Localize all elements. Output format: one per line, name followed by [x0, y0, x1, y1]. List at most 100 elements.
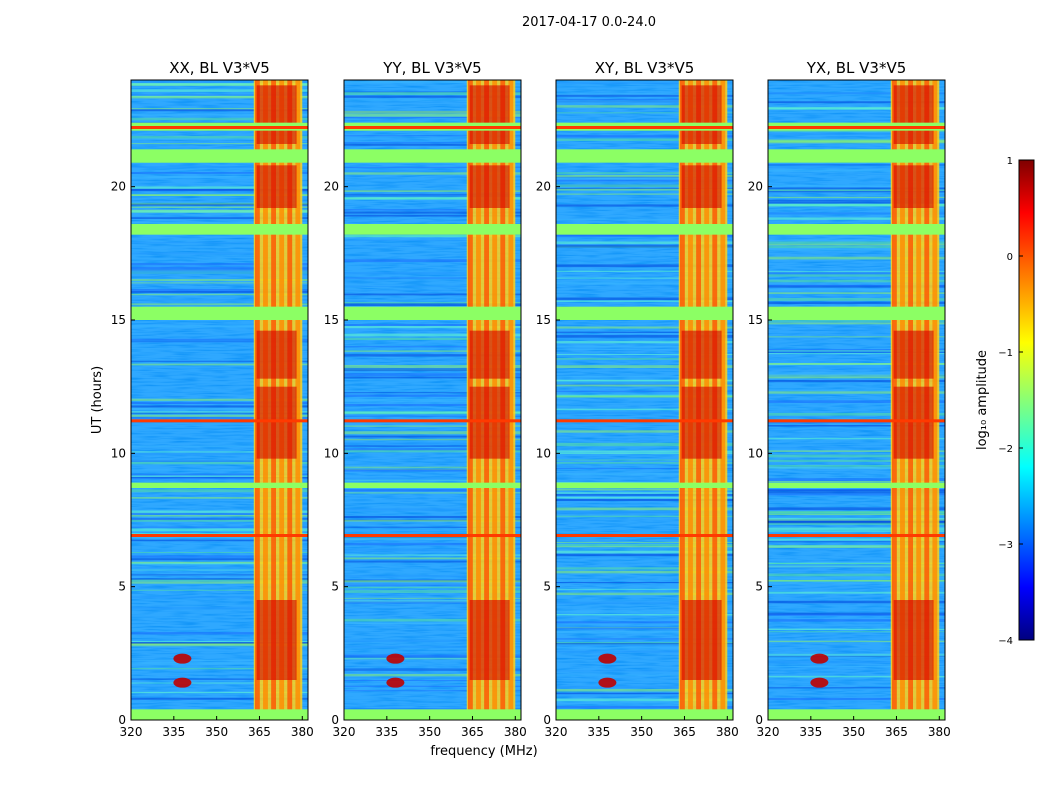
- heatmap-row: [344, 677, 521, 679]
- heatmap-row: [131, 117, 308, 121]
- x-tick-label: 380: [716, 725, 739, 739]
- heatmap-row: [768, 591, 945, 594]
- y-tick-label: 10: [748, 446, 763, 460]
- heatmap-row: [556, 100, 733, 103]
- heatmap-row: [344, 415, 521, 417]
- y-tick-label: 5: [755, 580, 763, 594]
- heatmap-row: [768, 106, 945, 109]
- heatmap-row: [556, 556, 733, 558]
- y-tick-label: 10: [536, 446, 551, 460]
- heatmap-row: [344, 271, 521, 275]
- heatmap-row: [768, 416, 945, 418]
- y-tick-label: 5: [118, 580, 126, 594]
- heatmap-row: [131, 221, 308, 224]
- heatmap-row: [131, 581, 308, 584]
- heatmap-row: [556, 204, 733, 207]
- heatmap-row: [768, 640, 945, 643]
- heatmap-row: [768, 390, 945, 392]
- x-tick-label: 380: [504, 725, 527, 739]
- heatmap-row: [344, 685, 521, 687]
- heatmap-row: [344, 368, 521, 372]
- heatmap-row: [556, 570, 733, 574]
- heatmap-row: [344, 411, 521, 414]
- x-tick-label: 350: [630, 725, 653, 739]
- rfi-hot-block: [893, 600, 934, 680]
- colorbar-tick-label: 0: [1007, 252, 1013, 263]
- heatmap-row: [131, 268, 308, 272]
- heatmap-row: [556, 553, 733, 557]
- heatmap-row: [556, 105, 733, 108]
- heatmap-row: [131, 667, 308, 670]
- heatmap-row: [344, 209, 521, 211]
- heatmap-row: [556, 270, 733, 272]
- heatmap-row: [768, 517, 945, 520]
- heatmap-row: [344, 325, 521, 329]
- heatmap-row: [768, 519, 945, 521]
- heatmap-row: [344, 492, 521, 494]
- heatmap-row: [768, 454, 945, 458]
- heatmap-row: [344, 679, 521, 681]
- heatmap-row: [768, 459, 945, 462]
- heatmap-row: [556, 244, 733, 248]
- heatmap-row: [556, 468, 733, 470]
- rfi-hot-block: [469, 600, 510, 680]
- heatmap-row: [556, 337, 733, 340]
- heatmap-row: [556, 331, 733, 333]
- heatmap-row: [556, 81, 733, 85]
- heatmap-row: [556, 601, 733, 605]
- heatmap-row: [556, 452, 733, 455]
- heatmap-row: [344, 214, 521, 217]
- heatmap-row: [131, 697, 308, 700]
- heatmap-row: [556, 98, 733, 101]
- bright-row: [556, 419, 733, 423]
- heatmap-row: [131, 281, 308, 283]
- bright-row: [131, 419, 308, 423]
- heatmap-row: [768, 493, 945, 496]
- heatmap-row: [344, 95, 521, 98]
- heatmap-row: [556, 642, 733, 645]
- heatmap-row: [131, 407, 308, 411]
- heatmap-row: [344, 302, 521, 304]
- heatmap-row: [344, 581, 521, 585]
- heatmap-row: [556, 544, 733, 547]
- heatmap-row: [768, 130, 945, 133]
- heatmap-row: [344, 488, 521, 492]
- rfi-column: [720, 80, 726, 720]
- heatmap-row: [131, 360, 308, 362]
- heatmap-row: [344, 657, 521, 659]
- heatmap-row: [131, 188, 308, 192]
- heatmap-row: [344, 690, 521, 692]
- colorbar: −4 −3 −2 −1 0 1 log₁₀ amplitude: [975, 156, 1035, 647]
- y-tick-label: 0: [118, 713, 126, 727]
- heatmap-row: [131, 477, 308, 480]
- heatmap-row: [131, 528, 308, 532]
- heatmap-row: [768, 541, 945, 543]
- heatmap-row: [344, 586, 521, 589]
- heatmap-row: [344, 324, 521, 326]
- heatmap-row: [556, 685, 733, 689]
- heatmap-row: [768, 511, 945, 514]
- heatmap-row: [344, 211, 521, 214]
- heatmap-row: [131, 135, 308, 139]
- heatmap-row: [131, 80, 308, 83]
- heatmap-row: [131, 459, 308, 462]
- hotspot: [598, 653, 617, 664]
- heatmap-row: [344, 142, 521, 144]
- heatmap-row: [131, 143, 308, 145]
- heatmap-row: [344, 575, 521, 578]
- panel-frame: [555, 79, 734, 721]
- heatmap-row: [768, 350, 945, 352]
- heatmap-row: [344, 350, 521, 352]
- x-tick-label: 335: [375, 725, 398, 739]
- bright-row: [768, 126, 945, 129]
- heatmap-row: [768, 619, 945, 622]
- heatmap-row: [768, 298, 945, 301]
- heatmap-row: [768, 322, 945, 325]
- heatmap-row: [556, 582, 733, 584]
- rfi-hot-block: [256, 85, 297, 144]
- x-tick-label: 365: [248, 725, 271, 739]
- heatmap-row: [768, 507, 945, 511]
- x-tick-label: 320: [333, 725, 356, 739]
- heatmap-row: [131, 662, 308, 665]
